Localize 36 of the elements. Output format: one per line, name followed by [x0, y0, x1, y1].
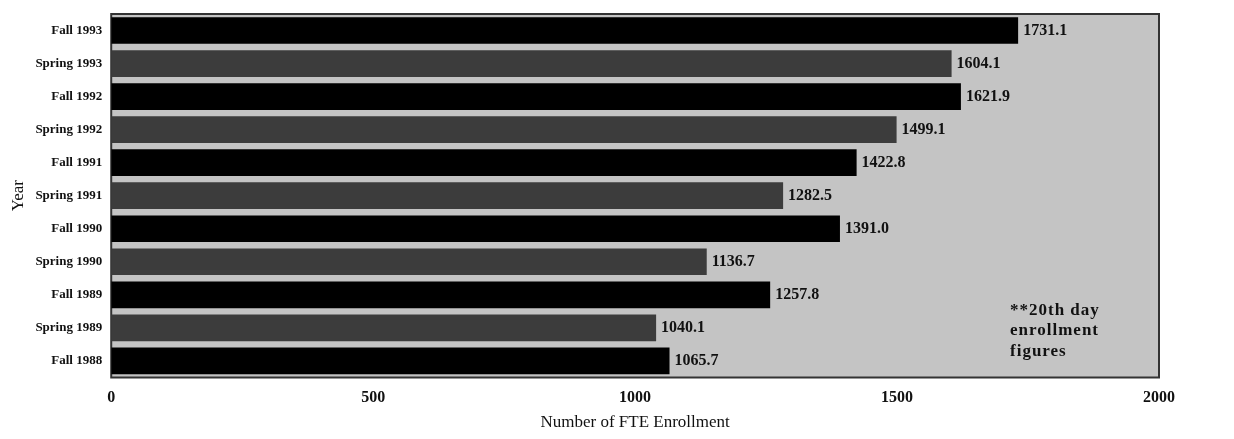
- x-tick-label: 500: [361, 388, 386, 406]
- y-tick-label: Spring 1992: [35, 120, 103, 136]
- bar: [111, 347, 670, 375]
- y-tick-label: Fall 1993: [51, 21, 103, 37]
- data-label: 1257.8: [775, 284, 820, 302]
- x-tick-label: 1500: [881, 388, 914, 406]
- bar: [111, 149, 857, 176]
- data-label: 1731.1: [1023, 20, 1068, 38]
- y-tick-label: Spring 1991: [35, 187, 103, 203]
- data-label: 1065.7: [674, 351, 719, 369]
- annotation: **20th day enrollment figures: [1010, 300, 1101, 362]
- x-tick-label: 0: [107, 388, 116, 406]
- x-tick-label: 1000: [619, 388, 652, 406]
- y-tick-label: Fall 1989: [51, 286, 103, 302]
- y-axis-title: Year: [7, 179, 27, 212]
- bar: [111, 83, 961, 110]
- y-tick-label: Spring 1990: [35, 253, 103, 269]
- data-label: 1040.1: [661, 317, 706, 335]
- y-tick-label: Fall 1991: [51, 154, 103, 170]
- data-label: 1282.5: [788, 185, 833, 203]
- x-tick-label: 2000: [1143, 388, 1175, 406]
- y-tick-label: Fall 1990: [51, 220, 103, 236]
- bar: [111, 215, 840, 243]
- data-label: 1604.1: [956, 53, 1001, 71]
- y-tick-label: Spring 1993: [35, 54, 103, 70]
- data-label: 1621.9: [965, 86, 1010, 104]
- data-label: 1499.1: [901, 119, 946, 137]
- y-tick-label: Spring 1989: [35, 319, 103, 335]
- bar: [111, 281, 771, 309]
- data-label: 1422.8: [861, 152, 906, 170]
- y-tick-label: Fall 1992: [51, 87, 103, 103]
- data-label: 1391.0: [844, 218, 889, 236]
- y-tick-label: Fall 1988: [51, 352, 103, 368]
- data-label: 1136.7: [711, 251, 755, 269]
- x-axis-title: Number of FTE Enrollment: [540, 412, 731, 432]
- bar: [111, 17, 1019, 44]
